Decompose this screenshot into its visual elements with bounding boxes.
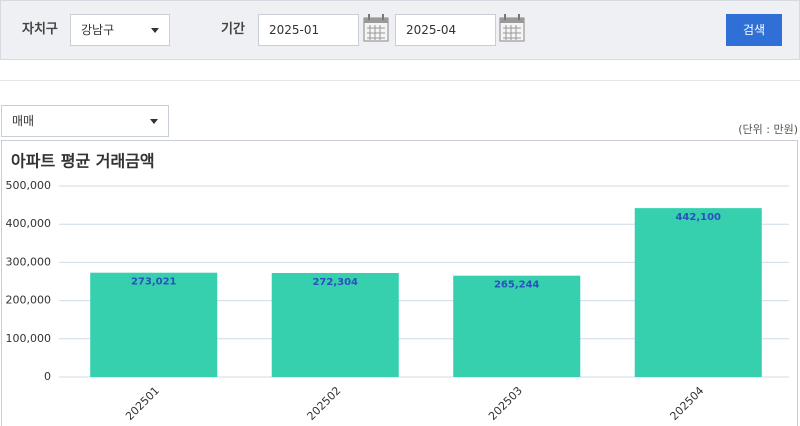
y-tick-label: 300,000 [6, 255, 52, 268]
calendar-icon[interactable] [499, 13, 525, 43]
dropdown-arrow [151, 28, 159, 33]
value-label: 273,021 [131, 277, 177, 288]
value-label: 442,100 [675, 212, 721, 223]
x-tick-label: 202504 [668, 384, 707, 423]
bar [90, 272, 218, 377]
end-input[interactable]: 2025-04 [395, 14, 496, 46]
y-tick-label: 0 [44, 370, 51, 383]
bar [634, 208, 762, 377]
y-tick-label: 100,000 [6, 332, 52, 345]
dropdown-arrow [150, 119, 158, 124]
district-select[interactable]: 강남구 [70, 14, 170, 46]
value-label: 272,304 [312, 277, 358, 288]
separator [0, 80, 800, 81]
bar [271, 272, 399, 377]
calendar-icon[interactable] [363, 13, 389, 43]
x-tick-label: 202502 [305, 384, 344, 423]
chart: 아파트 평균 거래금액 0 100,000 200,000 300,000 400,00… [1, 140, 798, 426]
y-tick-label: 500,000 [6, 179, 52, 192]
trade-type-value: 매매 [12, 114, 35, 128]
y-tick-label: 200,000 [6, 294, 52, 307]
period-label: 기간 [221, 22, 245, 37]
start-input[interactable]: 2025-01 [258, 14, 359, 46]
end-value: 2025-04 [406, 23, 457, 37]
unit-note: (단위 : 만원) [738, 123, 798, 136]
x-tick-label: 202503 [486, 384, 525, 423]
district-label: 자치구 [22, 22, 58, 37]
search-button[interactable]: 검색 [726, 14, 782, 46]
y-tick-label: 400,000 [6, 217, 52, 230]
chart-title: 아파트 평균 거래금액 [11, 152, 155, 171]
trade-type-select[interactable]: 매매 [1, 105, 169, 137]
start-value: 2025-01 [269, 23, 320, 37]
value-label: 265,244 [494, 280, 540, 291]
district-value: 강남구 [81, 23, 115, 37]
x-tick-label: 202501 [123, 384, 162, 423]
bar [453, 275, 581, 377]
